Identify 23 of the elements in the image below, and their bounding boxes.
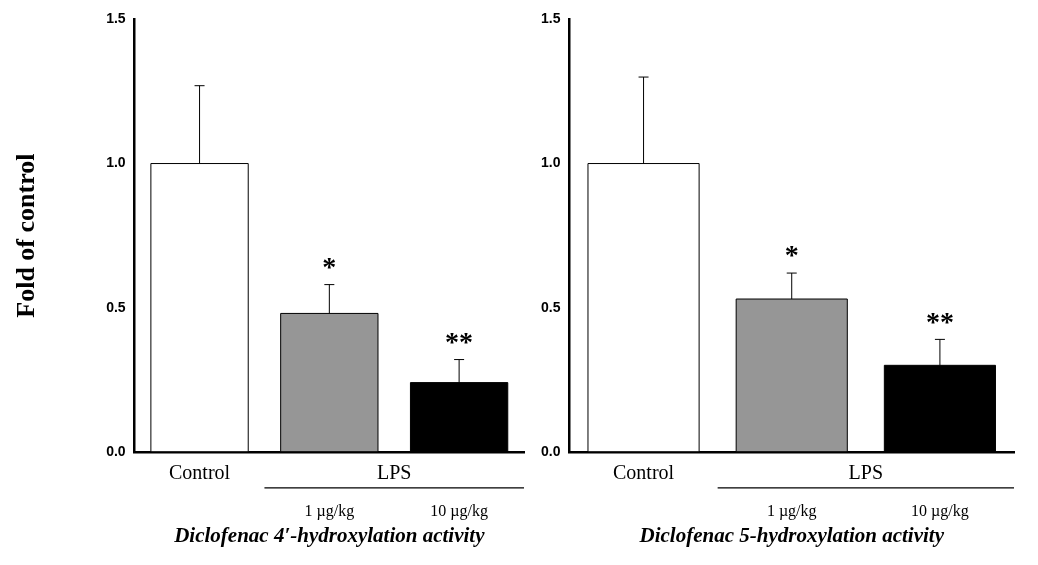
annotation: ** bbox=[445, 325, 474, 357]
x-axis-title: Diclofenac 4′-hydroxylation activity bbox=[173, 522, 486, 547]
x-tick-label: 10 µg/kg bbox=[911, 502, 969, 520]
x-tick-label: 1 µg/kg bbox=[304, 502, 355, 520]
x-axis-title: Diclofenac 5-hydroxylation activity bbox=[638, 522, 945, 547]
y-axis-title: Fold of control bbox=[11, 153, 41, 318]
y-tick-label: 1.5 bbox=[106, 10, 126, 27]
x-tick-label: Control bbox=[612, 461, 675, 484]
x-tick-label: Control bbox=[168, 461, 231, 484]
text: LPS bbox=[376, 461, 412, 484]
y-tick-label: 1.5 bbox=[540, 10, 561, 27]
text: LPS bbox=[848, 461, 884, 484]
x-tick-label: 10 µg/kg bbox=[430, 502, 488, 520]
y-tick-label: 1.0 bbox=[540, 154, 561, 171]
x-tick-label: 1 µg/kg bbox=[766, 502, 817, 520]
y-tick-label: 1.0 bbox=[106, 154, 126, 171]
annotation: * bbox=[322, 250, 337, 282]
annotation: * bbox=[784, 239, 799, 271]
y-tick-label: 0.5 bbox=[106, 298, 126, 315]
y-tick-label: 0.0 bbox=[106, 442, 126, 459]
y-tick-label: 0.5 bbox=[540, 298, 561, 315]
y-tick-label: 0.0 bbox=[540, 442, 561, 459]
annotation: ** bbox=[925, 305, 954, 337]
